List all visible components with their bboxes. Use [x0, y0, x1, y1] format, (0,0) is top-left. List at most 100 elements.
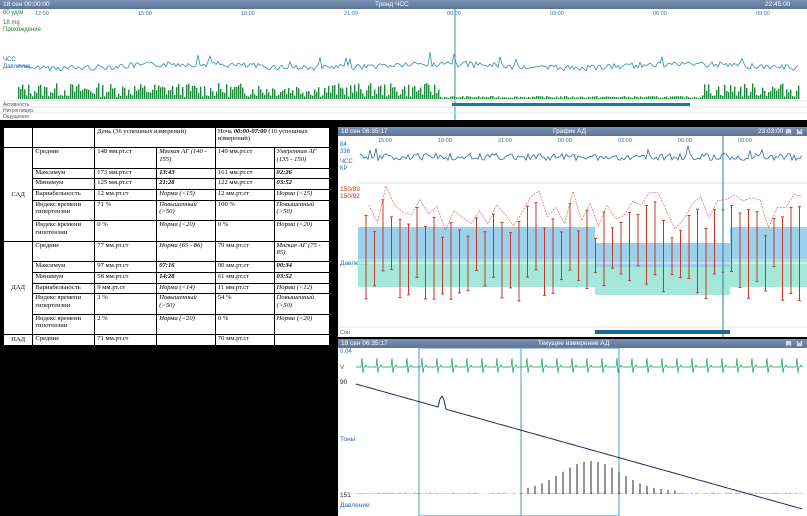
osc-min-button[interactable]: _	[785, 340, 792, 347]
row-name: Вариабельность	[32, 282, 96, 295]
trend-title: Тренд ЧСС	[375, 1, 409, 8]
osc-title: Текущее измерение АД	[538, 340, 610, 347]
table-row: ДАД Средние 77 мм.рт.ст Норма (65 - 86) 79 м…	[2, 240, 331, 336]
table-row: Максимум 97 мм.рт.ст 07:16 90 мм.рт.ст 00:34	[4, 261, 331, 273]
trend-header-left: 18 сен 00:00:00	[3, 1, 50, 8]
night-note: Норма (<15)	[273, 189, 331, 202]
night-value: 79 мм.рт.ст	[214, 240, 275, 263]
trend-time-label: 09:00	[756, 11, 770, 17]
osc-header-left: 18 сен 06:35:17	[341, 340, 388, 347]
trend-label-mg: 18 mg	[3, 20, 20, 26]
sad-section: САД Средние 148 мм.рт.ст Мягкая АГ (140 - 1…	[2, 147, 331, 242]
day-value: 58 мм.рт.ст	[94, 271, 158, 284]
bp-graph-title-bar: 18 сен 06:35:17 График АД 23:03:00	[338, 127, 807, 136]
day-value: 3 %	[94, 293, 158, 315]
bp-band-green-right	[730, 259, 807, 287]
osc-tone-spikes	[355, 461, 803, 494]
osc-label-004: 0.04	[340, 349, 352, 355]
night-note: 03:52	[273, 178, 331, 191]
day-note: Норма (65 - 86)	[156, 240, 216, 263]
day-note: Норма (<15)	[156, 189, 216, 202]
day-value: 97 мм.рт.ст	[94, 261, 158, 273]
night-note: Повышенный (>50)	[273, 200, 331, 222]
row-name: Минимум	[32, 271, 96, 284]
trend-hr-line	[17, 51, 799, 72]
night-value: 70 мм.рт.ст	[214, 334, 275, 346]
trend-time-ticks: 12:00 15:00 18:00 21:00 00:00 03:00 06:00 09:00	[35, 11, 770, 17]
bp-graph-title: График АД	[553, 128, 586, 135]
section-label: ДАД	[2, 240, 34, 336]
bp-time-label: 03:00	[618, 138, 632, 144]
night-note: Норма (<12)	[273, 282, 331, 295]
table-row: Вариабельность 12 мм.рт.ст Норма (<15) 12 м…	[4, 189, 331, 202]
table-day-header: День (36 успешных измерений)	[94, 126, 216, 149]
bp-time-label: 21:00	[498, 138, 512, 144]
trend-time-label: 00:00	[447, 11, 461, 17]
bp-graph-header-left: 18 сен 06:35:17	[341, 128, 388, 135]
table-row: Минимум 125 мм.рт.ст 21:28 122 мм.рт.ст 03:5…	[4, 178, 331, 191]
day-note: Мягкая АГ (140 - 155)	[156, 147, 216, 169]
trend-label-pressure: Давление	[3, 64, 31, 70]
trend-chart: 12:00 15:00 18:00 21:00 00:00 03:00 06:00 09:00	[0, 9, 807, 120]
trend-sleep-bar	[452, 103, 690, 106]
day-note: Норма (<14)	[156, 282, 216, 295]
day-note: Повышенный (>50)	[156, 293, 216, 315]
row-name: Максимум	[32, 261, 96, 273]
osc-label-pressure: Давление	[340, 502, 370, 509]
day-value: 71 мм.рт.ст	[94, 334, 158, 346]
osc-deflation-curve	[355, 383, 803, 510]
bp-graph-header-right: 23:03:00	[758, 128, 784, 135]
trend-time-label: 21:00	[344, 11, 358, 17]
night-value: 54 %	[214, 293, 275, 315]
bp-graph-min-button[interactable]: _	[785, 128, 792, 135]
trend-row-activity: Активность	[3, 102, 30, 108]
osc-measure-window	[418, 347, 620, 516]
day-note: 13:43	[156, 167, 216, 180]
bp-label-hr: ЧСС	[340, 159, 353, 165]
bp-time-ticks: 15:00 18:00 21:00 00:00 03:00 06:00 09:00	[378, 138, 752, 144]
bp-band-green-night	[595, 267, 730, 295]
row-name: Индекс времени гипотензии	[32, 313, 96, 336]
osc-label-v: V	[340, 364, 345, 371]
day-value: 148 мм.рт.ст	[94, 147, 158, 169]
bp-graph-panel: 18 сен 06:35:17 График АД 23:03:00 _ × 8…	[338, 127, 807, 337]
bp-label-84: 84	[340, 142, 347, 148]
table-row: Вариабельность 9 мм.рт.ст Норма (<14) 11 мм…	[4, 282, 331, 295]
bp-label-pressure: Давление	[340, 260, 370, 267]
row-name: Средние	[32, 147, 96, 169]
trend-time-label: 18:00	[241, 11, 255, 17]
row-name: Индекс времени гипертензии	[32, 200, 96, 222]
night-value: 11 мм.рт.ст	[214, 282, 275, 295]
bp-label-sleep: Сон	[340, 330, 351, 336]
day-value: 12 мм.рт.ст	[94, 189, 158, 202]
bp-graph-close-button[interactable]: ×	[796, 128, 803, 135]
trend-scale-label: 60 уд/м	[3, 10, 24, 16]
bp-value-bottom: 150/92	[340, 193, 360, 200]
osc-close-button[interactable]: ×	[796, 340, 803, 347]
day-note	[156, 334, 216, 346]
trend-activity-bars	[18, 83, 800, 99]
night-value: 122 мм.рт.ст	[214, 178, 275, 191]
table-row: ПАД Средние 71 мм.рт.ст 70 мм.рт.ст	[2, 334, 331, 346]
bp-time-label: 06:00	[678, 138, 692, 144]
trend-time-label: 15:00	[138, 11, 152, 17]
bp-label-336: 336	[340, 149, 351, 155]
night-value: 0 %	[214, 220, 275, 242]
trend-time-label: 03:00	[550, 11, 564, 17]
night-note	[273, 334, 331, 346]
row-name: Индекс времени гипотензии	[32, 220, 96, 242]
day-value: 2 %	[94, 313, 158, 336]
row-name: Средние	[32, 334, 96, 346]
night-note: Умеренная АГ (135 - 150)	[273, 147, 331, 169]
osc-title-bar: 18 сен 06:35:17 Текущее измерение АД	[338, 339, 807, 348]
section-label: ПАД	[2, 334, 34, 346]
osc-label-151: 151	[340, 492, 351, 499]
row-name: Вариабельность	[32, 189, 96, 202]
bp-band-blue-right	[730, 227, 807, 259]
night-value: 0 %	[214, 313, 275, 336]
table-row: Индекс времени гипертензии 3 % Повышенный …	[4, 293, 331, 315]
night-note: Мягкая АГ (75 - 85)	[273, 240, 331, 263]
night-value: 161 мм.рт.ст	[214, 167, 275, 180]
dad-section: ДАД Средние 77 мм.рт.ст Норма (65 - 86) 79 м…	[2, 240, 331, 336]
table-row: Индекс времени гипертензии 71 % Повышенный…	[4, 200, 331, 222]
